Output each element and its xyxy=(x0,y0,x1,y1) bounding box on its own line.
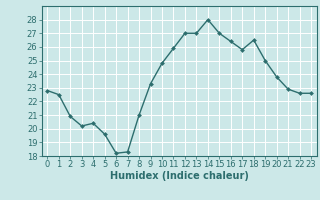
X-axis label: Humidex (Indice chaleur): Humidex (Indice chaleur) xyxy=(110,171,249,181)
